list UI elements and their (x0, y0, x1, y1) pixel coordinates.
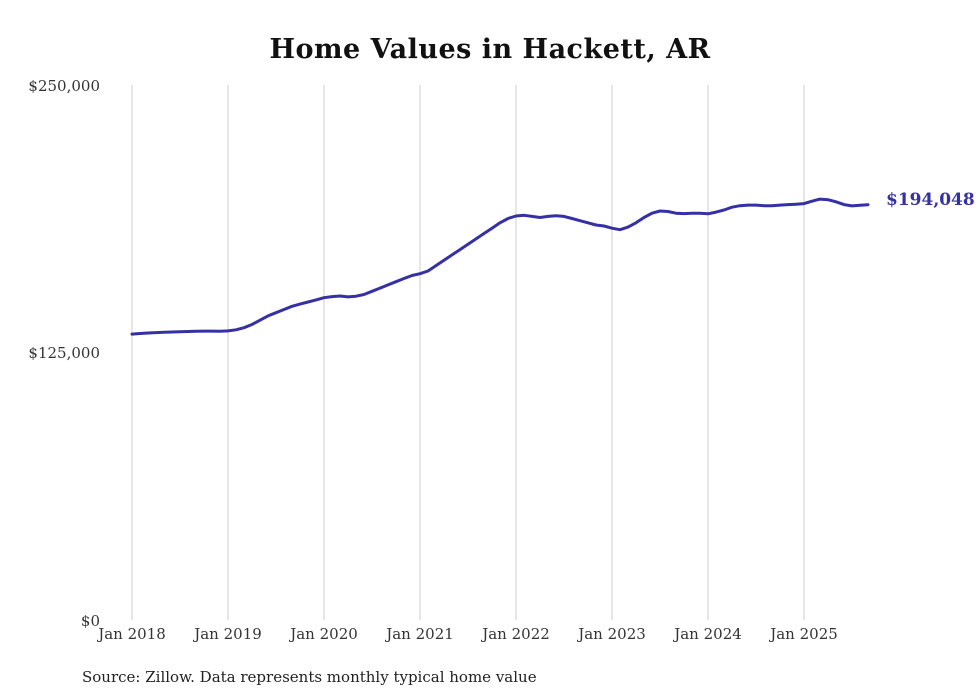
x-tick-jan-2025: Jan 2025 (770, 625, 838, 643)
x-tick-jan-2018: Jan 2018 (98, 625, 166, 643)
x-tick-jan-2020: Jan 2020 (290, 625, 358, 643)
x-tick-jan-2021: Jan 2021 (386, 625, 454, 643)
x-tick-jan-2024: Jan 2024 (674, 625, 742, 643)
x-tick-jan-2022: Jan 2022 (482, 625, 550, 643)
source-note: Source: Zillow. Data represents monthly … (82, 668, 537, 686)
x-tick-jan-2023: Jan 2023 (578, 625, 646, 643)
home-value-line (130, 197, 870, 336)
y-tick-250000: $250,000 (28, 77, 100, 95)
x-tick-jan-2019: Jan 2019 (194, 625, 262, 643)
y-tick-0: $0 (80, 612, 100, 630)
latest-value-label: $194,048 (886, 190, 975, 210)
y-tick-125000: $125,000 (28, 344, 100, 362)
chart-title: Home Values in Hackett, AR (269, 34, 711, 65)
